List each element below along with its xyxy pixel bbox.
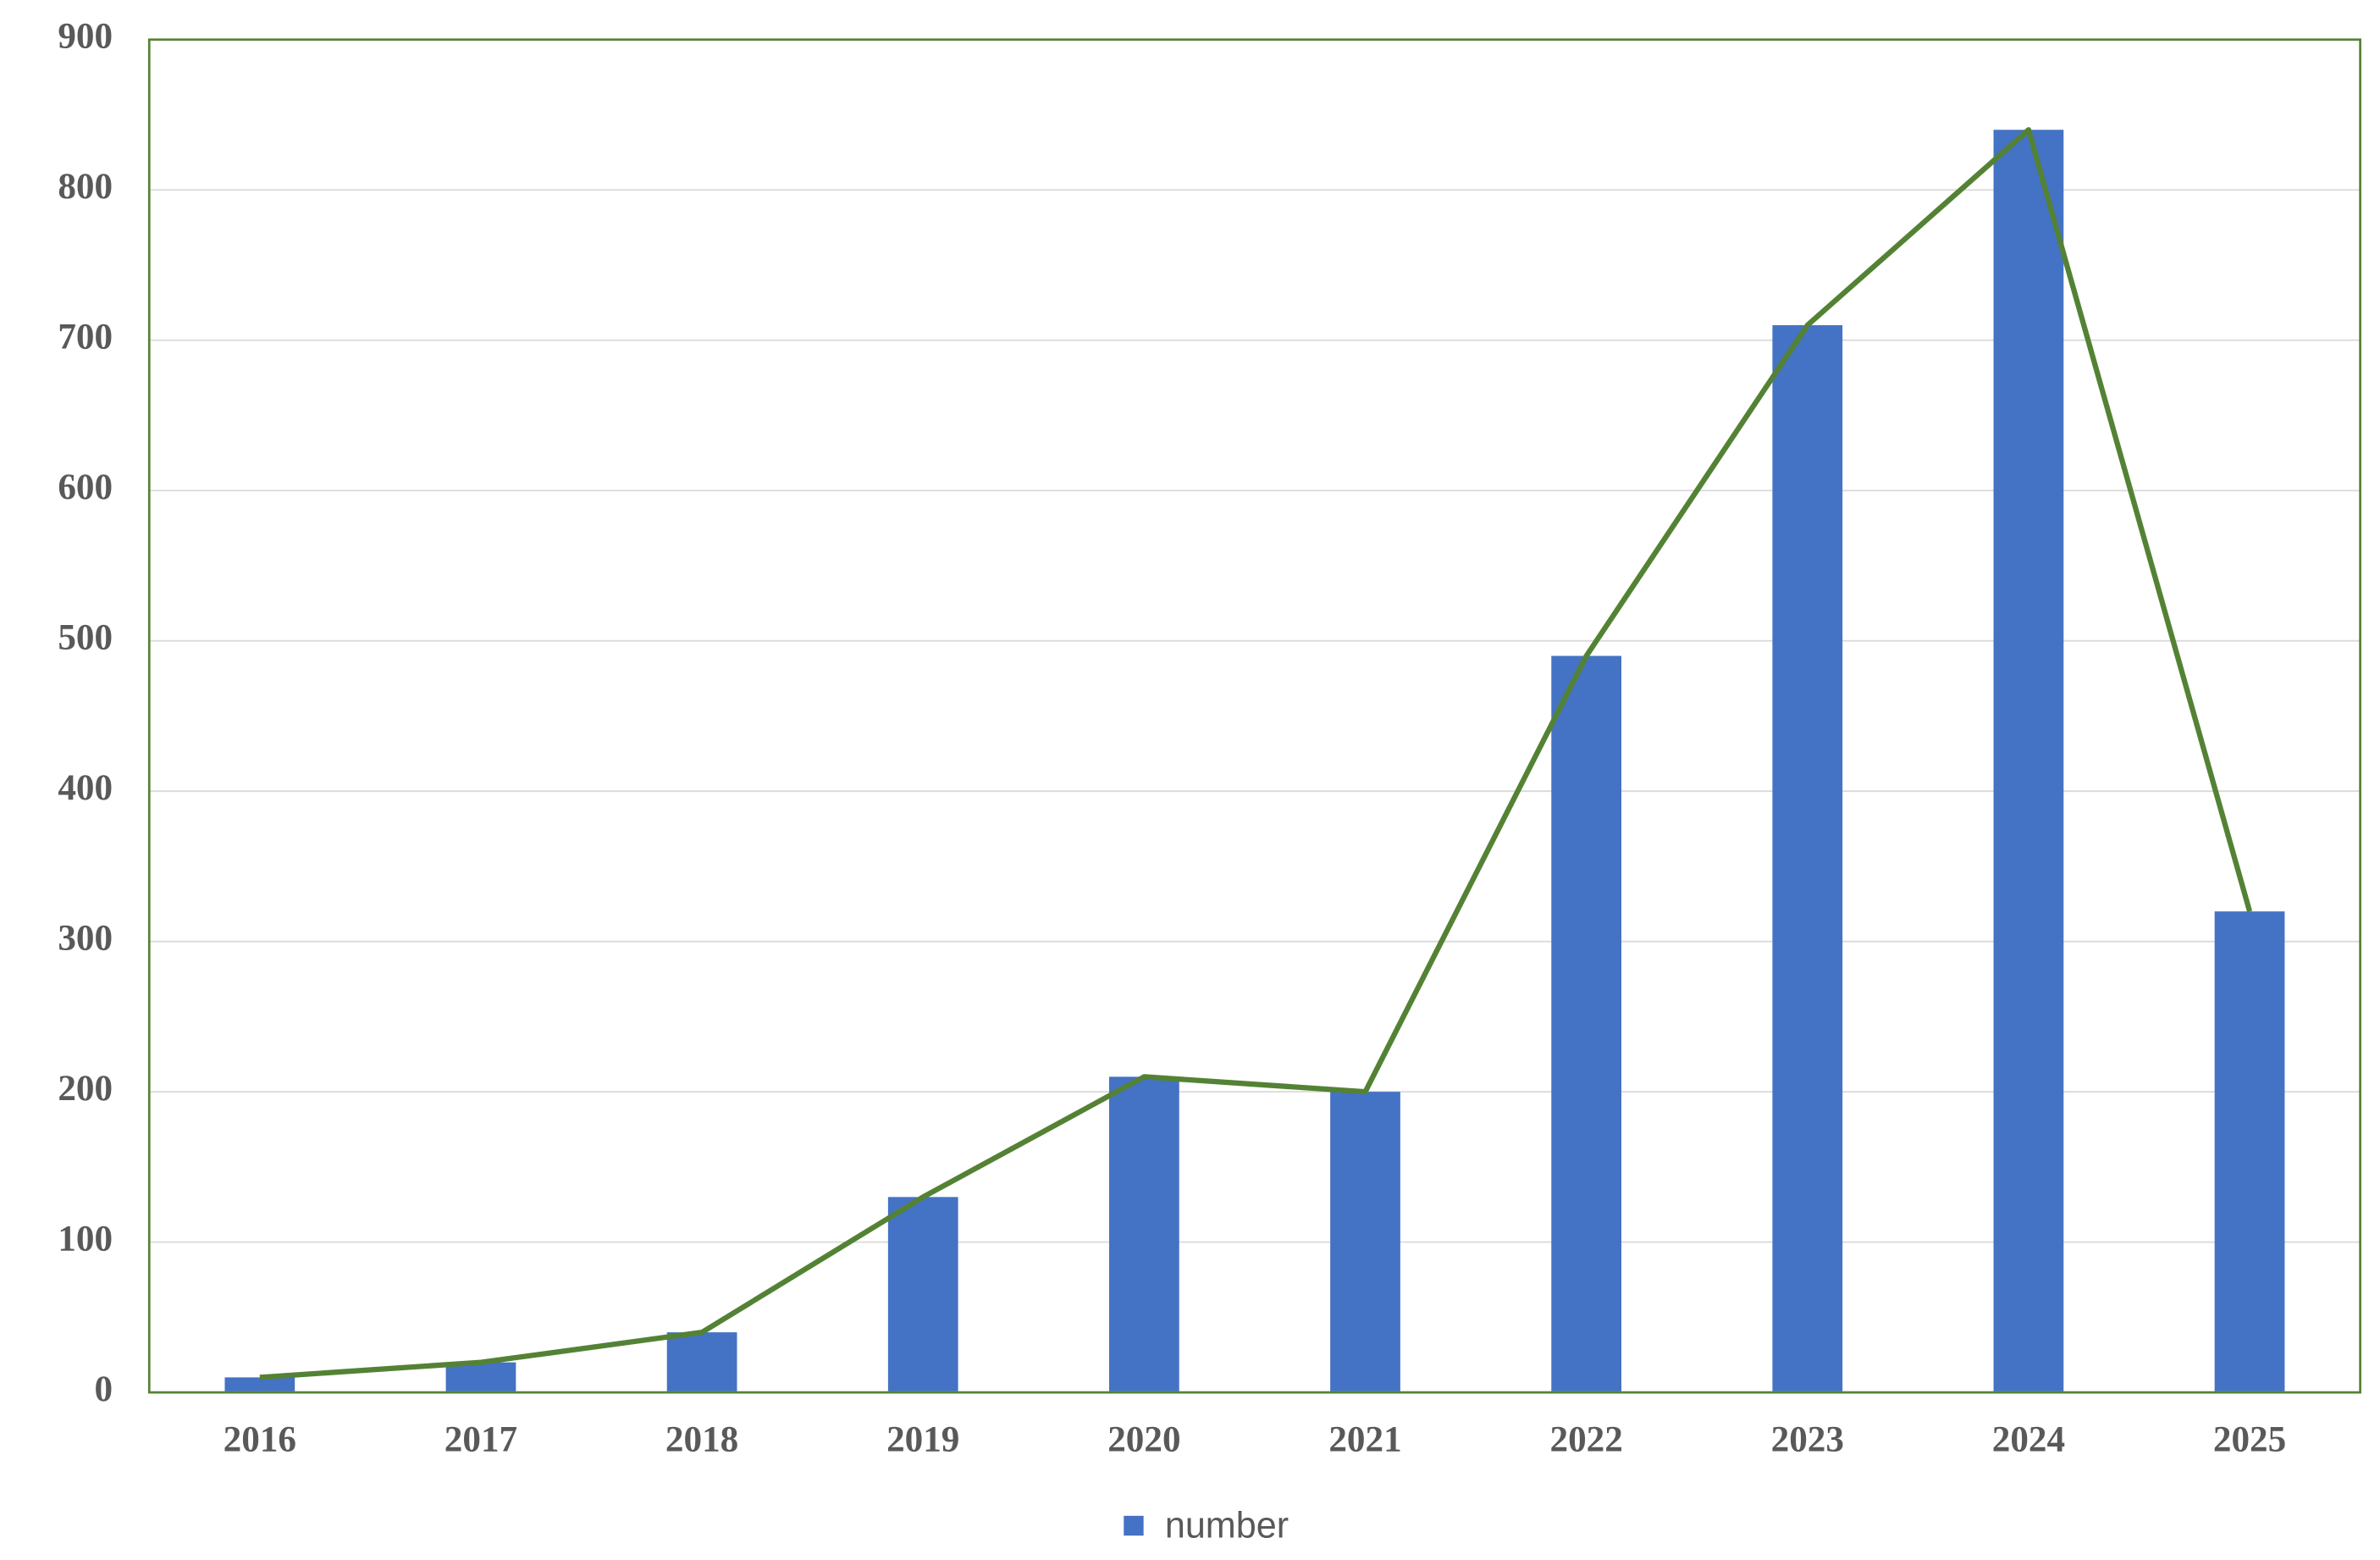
x-tick-label: 2022	[1549, 1419, 1622, 1459]
bar	[1330, 1092, 1400, 1393]
bar	[224, 1377, 295, 1393]
y-tick-label: 900	[58, 17, 113, 57]
bar	[2214, 911, 2285, 1393]
x-tick-label: 2016	[224, 1419, 296, 1459]
x-tick-label: 2021	[1328, 1419, 1401, 1459]
bar	[445, 1362, 516, 1393]
y-tick-label: 600	[58, 467, 113, 507]
x-tick-label: 2020	[1107, 1419, 1180, 1459]
legend-label: number	[1165, 1506, 1289, 1546]
x-tick-label: 2023	[1771, 1419, 1844, 1459]
x-tick-label: 2017	[445, 1419, 517, 1459]
bar	[1772, 324, 1843, 1393]
y-tick-label: 0	[95, 1369, 113, 1409]
y-tick-label: 800	[58, 167, 113, 207]
line	[259, 127, 2253, 1380]
bar	[666, 1332, 737, 1393]
y-tick-label: 200	[58, 1069, 113, 1109]
bar	[887, 1197, 958, 1393]
y-tick-label: 300	[58, 919, 113, 959]
y-tick-label: 100	[58, 1220, 113, 1259]
plot-border	[147, 38, 2361, 1394]
y-tick-label: 400	[58, 768, 113, 808]
x-tick-label: 2018	[665, 1419, 738, 1459]
y-tick-label: 700	[58, 318, 113, 357]
x-tick-label: 2019	[886, 1419, 959, 1459]
y-tick-label: 500	[58, 618, 113, 658]
legend-swatch	[1124, 1515, 1144, 1536]
bar	[1993, 130, 2064, 1393]
x-tick-label: 2024	[1992, 1419, 2065, 1459]
x-tick-label: 2025	[2213, 1419, 2286, 1459]
bar	[1109, 1076, 1179, 1393]
bar	[1551, 656, 1622, 1393]
